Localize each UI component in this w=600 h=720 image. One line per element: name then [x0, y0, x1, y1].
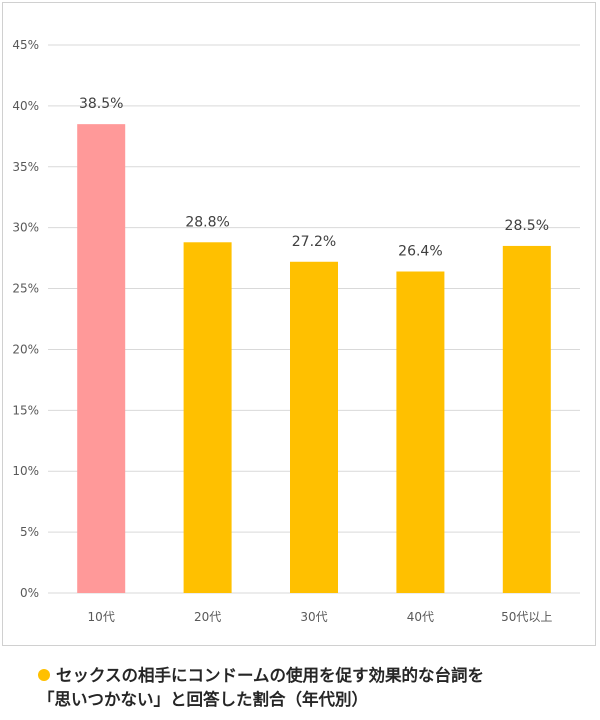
chart-frame: 0% 5% 10% 15% 20% 25% 30% 35% 40% 45% 38.5% 10代 28.8…: [2, 2, 596, 646]
data-label: 38.5%: [79, 96, 123, 112]
data-label: 28.5%: [505, 218, 549, 234]
y-tick-label: 10%: [12, 464, 39, 478]
chart-caption: セックスの相手にコンドームの使用を促す効果的な台詞を 「思いつかない」と回答した…: [38, 664, 598, 712]
y-tick-label: 0%: [20, 586, 39, 600]
data-label: 28.8%: [185, 214, 229, 230]
y-tick-label: 20%: [12, 342, 39, 356]
y-tick-label: 5%: [20, 525, 39, 539]
x-tick-label: 40代: [407, 610, 434, 624]
bar-chart: 0% 5% 10% 15% 20% 25% 30% 35% 40% 45% 38.5% 10代 28.8…: [12, 38, 580, 624]
x-tick-label: 20代: [194, 610, 221, 624]
x-tick-label: 10代: [88, 610, 115, 624]
y-tick-label: 30%: [12, 221, 39, 235]
y-tick-label: 25%: [12, 282, 39, 296]
y-tick-label: 35%: [12, 160, 39, 174]
x-tick-label: 50代以上: [501, 610, 552, 624]
data-label: 27.2%: [292, 234, 336, 250]
bar: [290, 261, 338, 593]
y-tick-label: 45%: [12, 38, 39, 52]
y-tick-label: 15%: [12, 403, 39, 417]
x-tick-label: 30代: [300, 610, 327, 624]
bar: [396, 271, 445, 593]
bar: [77, 124, 126, 594]
bullet-dot-icon: [38, 669, 50, 681]
caption-line-1: セックスの相手にコンドームの使用を促す効果的な台詞を: [56, 666, 485, 685]
bar: [183, 242, 232, 593]
caption-line-2: 「思いつかない」と回答した割合（年代別）: [38, 690, 368, 709]
data-label: 26.4%: [398, 244, 442, 260]
y-tick-label: 40%: [12, 99, 39, 113]
bar: [502, 245, 551, 593]
